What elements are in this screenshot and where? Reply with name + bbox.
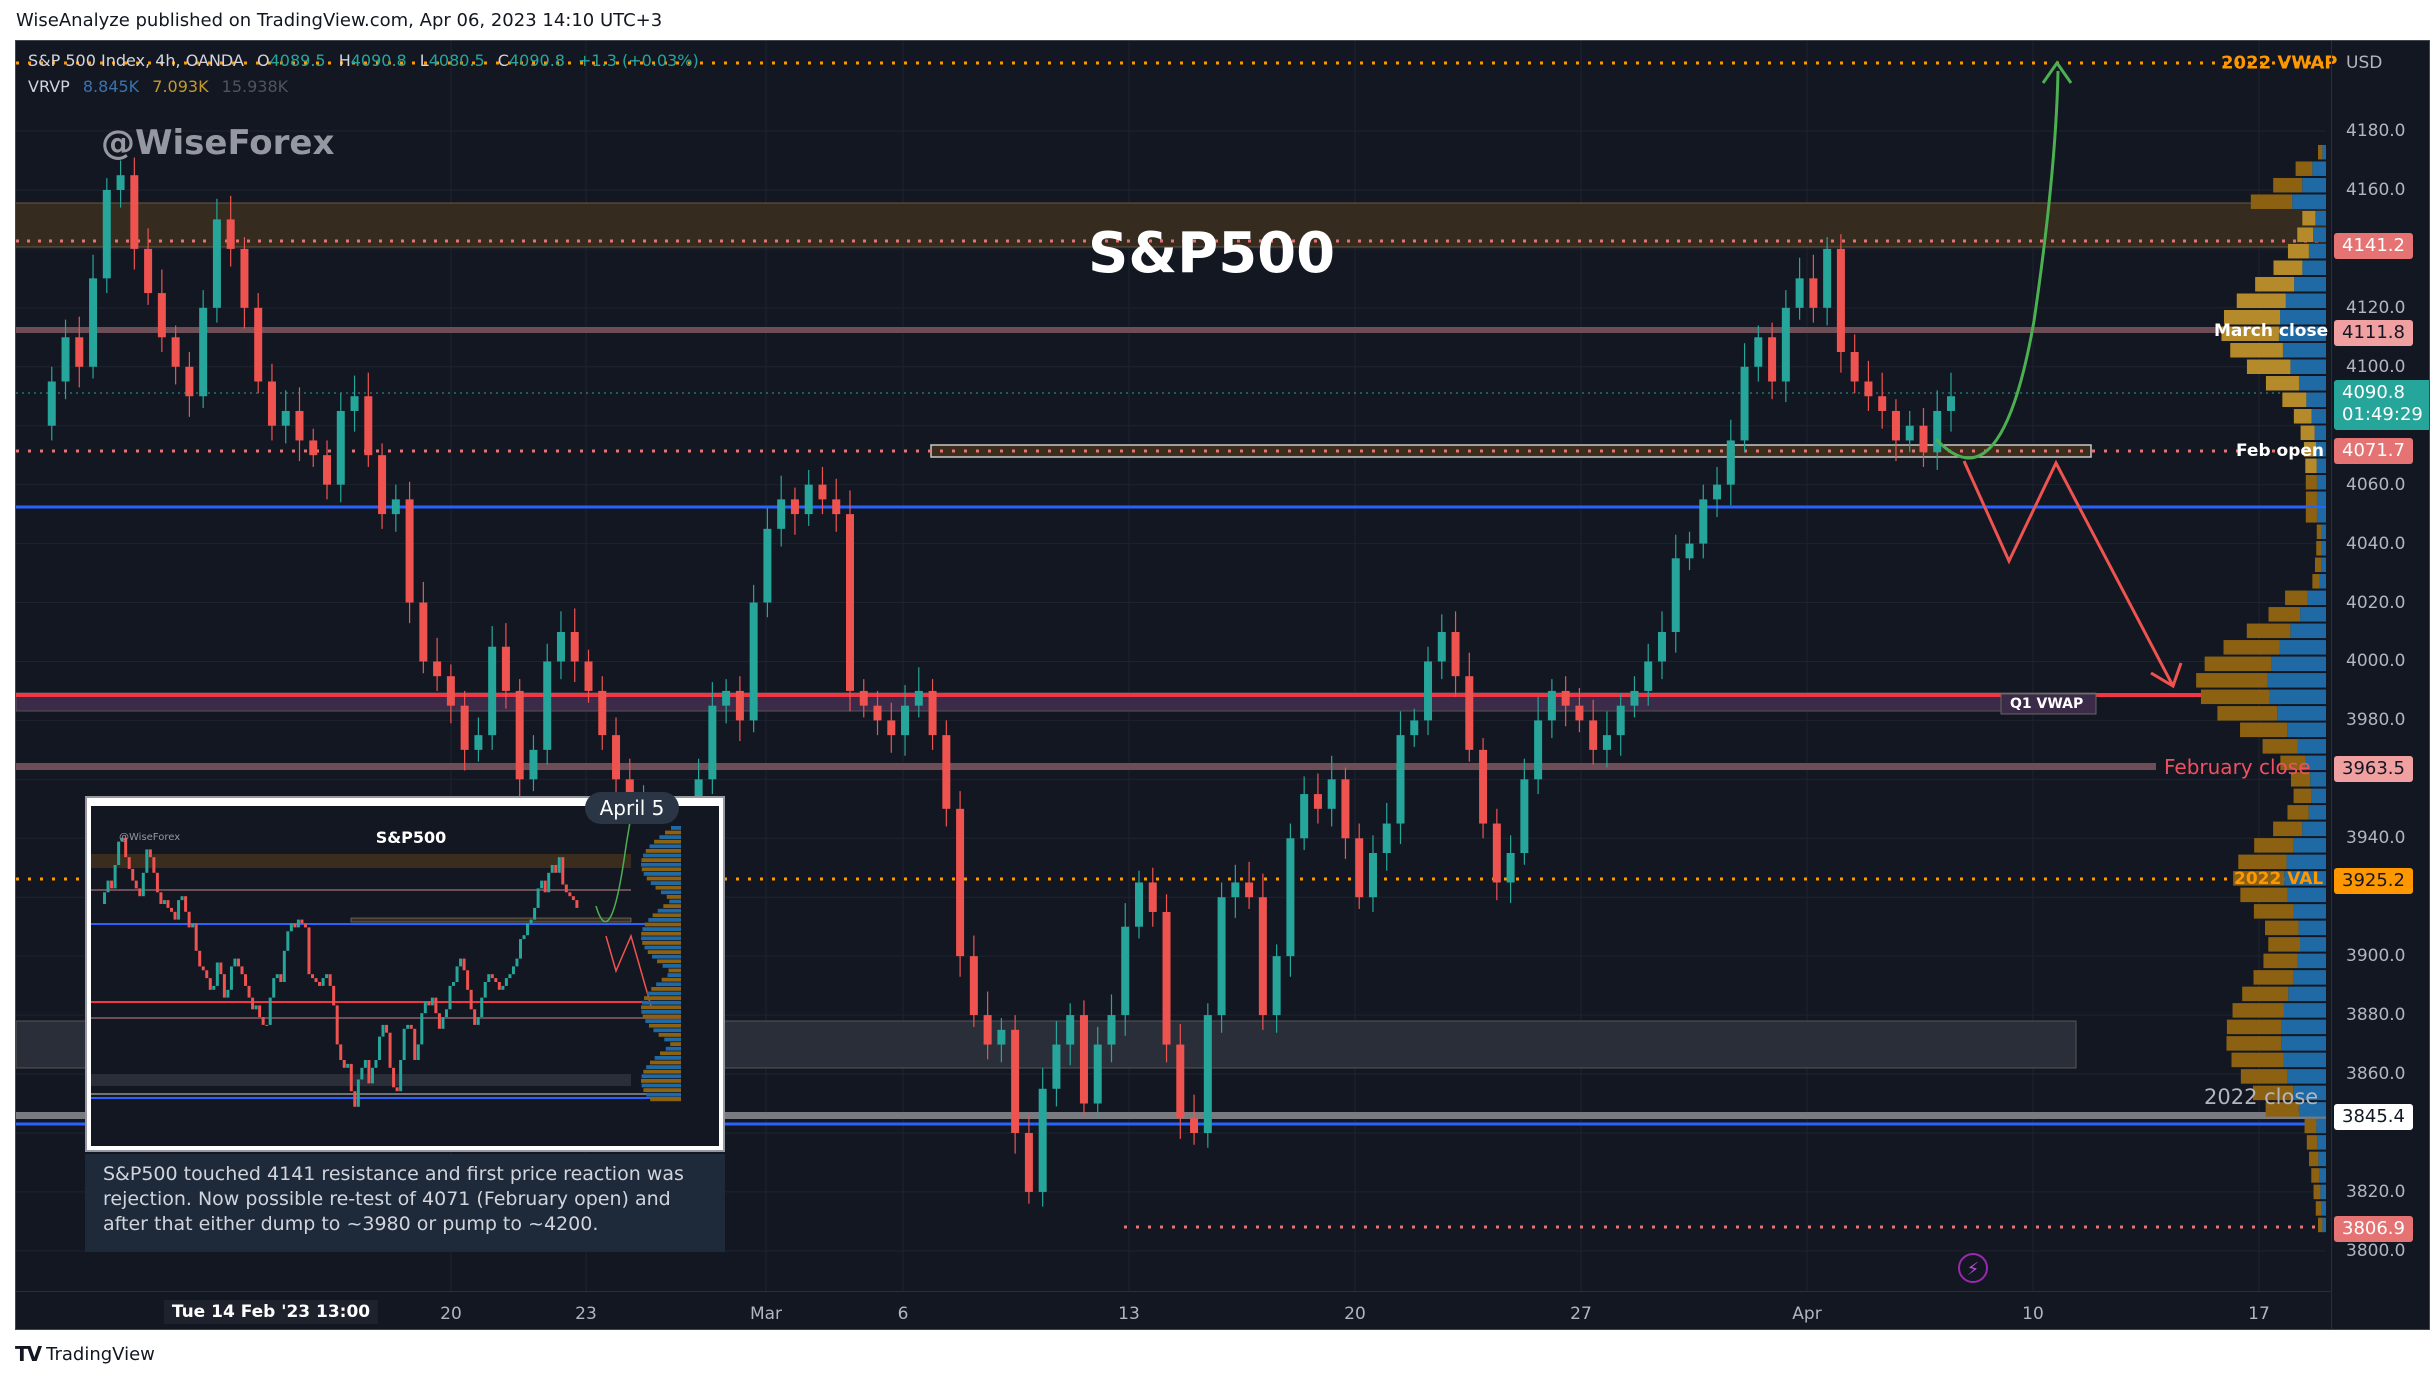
time-tick: 17 bbox=[2248, 1304, 2270, 1324]
time-tick: 10 bbox=[2022, 1304, 2044, 1324]
time-tick: 27 bbox=[1570, 1304, 1592, 1324]
price-tick: 3820.0 bbox=[2346, 1181, 2406, 1202]
price-tick: 4180.0 bbox=[2346, 121, 2406, 141]
price-tick: 4160.0 bbox=[2346, 179, 2406, 200]
vrvp-up-volume: 8.845K bbox=[82, 77, 140, 96]
price-label-3806: 3806.9 bbox=[2334, 1216, 2413, 1242]
time-tick: 23 bbox=[575, 1304, 597, 1324]
open-label: O bbox=[257, 51, 270, 70]
price-tick: 3900.0 bbox=[2346, 946, 2406, 967]
price-tick: 4020.0 bbox=[2346, 592, 2406, 613]
tradingview-brand: TradingView bbox=[46, 1343, 155, 1365]
tradingview-logo-icon: TV bbox=[15, 1342, 42, 1366]
price-label-2022-val: 3925.2 bbox=[2334, 868, 2413, 894]
price-tick: 3800.0 bbox=[2346, 1240, 2406, 1261]
label-2022-close: 2022 close bbox=[2204, 1085, 2319, 1109]
price-label-february-close: 3963.5 bbox=[2334, 756, 2413, 782]
low-label: L bbox=[419, 51, 429, 70]
april-5-badge: April 5 bbox=[585, 792, 679, 824]
vrvp-total-volume: 15.938K bbox=[221, 77, 289, 96]
time-tick: 13 bbox=[1118, 1304, 1140, 1324]
price-tick: 3880.0 bbox=[2346, 1005, 2406, 1026]
time-tick: 20 bbox=[440, 1304, 462, 1324]
bar-countdown: 01:49:29 bbox=[2342, 404, 2423, 425]
price-tick: 3980.0 bbox=[2346, 710, 2406, 731]
current-price-value: 4090.8 bbox=[2342, 382, 2405, 403]
publish-line: WiseAnalyze published on TradingView.com… bbox=[16, 10, 663, 31]
label-march-close: March close bbox=[2214, 321, 2329, 341]
price-tick: 4120.0 bbox=[2346, 297, 2406, 318]
time-cursor-label: Tue 14 Feb '23 13:00 bbox=[163, 1300, 379, 1324]
inset-watermark: @WiseForex bbox=[119, 832, 181, 843]
current-price-label: 4090.8 01:49:29 bbox=[2334, 380, 2429, 430]
label-q1-vwap: Q1 VWAP bbox=[2010, 696, 2084, 712]
low-value: 4080.5 bbox=[428, 51, 485, 70]
time-tick: Mar bbox=[749, 1304, 783, 1324]
chart-title: S&P500 bbox=[1088, 221, 1336, 286]
time-tick: Apr bbox=[1792, 1304, 1822, 1324]
change-value: +1.3 (+0.03%) bbox=[578, 51, 699, 70]
vrvp-legend[interactable]: VRVP 8.845K 7.093K 15.938K bbox=[28, 77, 288, 96]
label-2022-val: 2022 VAL bbox=[2234, 869, 2324, 889]
price-tick: 4100.0 bbox=[2346, 356, 2406, 377]
price-axis[interactable]: USD 4180.0 4160.0 4120.0 4100.0 4060.0 4040.0… bbox=[2331, 41, 2429, 1329]
lightning-icon[interactable]: ⚡ bbox=[1958, 1253, 1988, 1283]
high-value: 4090.8 bbox=[350, 51, 407, 70]
vrvp-down-volume: 7.093K bbox=[152, 77, 209, 96]
time-tick: 6 bbox=[897, 1304, 909, 1324]
price-tick: 3940.0 bbox=[2346, 828, 2406, 849]
vrvp-label: VRVP bbox=[28, 77, 70, 96]
price-chart-canvas[interactable] bbox=[16, 41, 2326, 1291]
time-tick: 20 bbox=[1344, 1304, 1366, 1324]
symbol-name: S&P 500 Index, 4h, OANDA bbox=[28, 51, 244, 70]
inset-screenshot: S&P500 @WiseForex bbox=[85, 796, 725, 1152]
price-label-feb-open: 4071.7 bbox=[2334, 438, 2413, 464]
open-value: 4089.5 bbox=[269, 51, 326, 70]
close-label: C bbox=[497, 51, 509, 70]
close-value: 4090.8 bbox=[508, 51, 565, 70]
price-tick: 4060.0 bbox=[2346, 474, 2406, 495]
price-label-2022-close: 3845.4 bbox=[2334, 1104, 2413, 1130]
symbol-legend[interactable]: S&P 500 Index, 4h, OANDA O4089.5 H4090.8… bbox=[28, 51, 699, 70]
currency-label: USD bbox=[2346, 53, 2383, 73]
price-tick: 4000.0 bbox=[2346, 651, 2406, 672]
inset-title: S&P500 bbox=[375, 828, 447, 847]
price-tick: 3860.0 bbox=[2346, 1064, 2406, 1085]
label-2022-vwap: 2022 VWAP bbox=[2221, 52, 2338, 74]
tradingview-footer[interactable]: TV TradingView bbox=[15, 1342, 155, 1366]
author-watermark: @WiseForex bbox=[101, 123, 335, 163]
inset-chart: S&P500 @WiseForex bbox=[91, 806, 719, 1146]
idea-description: S&P500 touched 4141 resistance and first… bbox=[85, 1154, 725, 1252]
price-label-march-close: 4111.8 bbox=[2334, 320, 2413, 346]
price-label-4141: 4141.2 bbox=[2334, 233, 2413, 259]
high-label: H bbox=[338, 51, 351, 70]
label-february-close: February close bbox=[2164, 755, 2311, 779]
price-tick: 4040.0 bbox=[2346, 533, 2406, 554]
time-axis[interactable]: Tue 14 Feb '23 13:00 20 23 Mar 6 13 20 2… bbox=[16, 1291, 2331, 1329]
inset-chart-canvas bbox=[91, 815, 681, 1107]
plot-area[interactable]: S&P 500 Index, 4h, OANDA O4089.5 H4090.8… bbox=[16, 41, 2337, 1291]
label-feb-open: Feb open bbox=[2236, 441, 2325, 461]
